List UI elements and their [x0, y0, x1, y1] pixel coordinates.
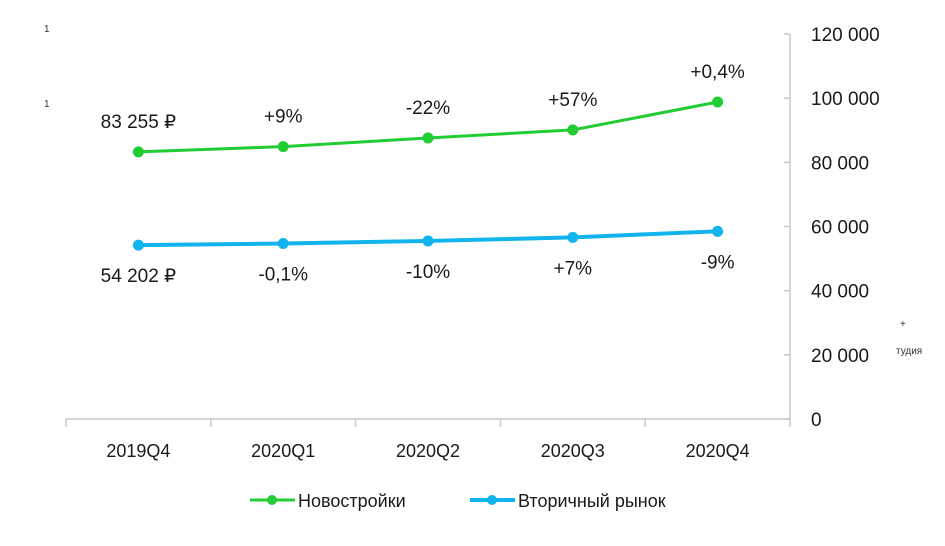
- data-point-marker: [422, 235, 434, 247]
- svg-text:1: 1: [44, 99, 50, 110]
- data-point-marker: [277, 141, 289, 153]
- y-tick-label: 40 000: [811, 282, 869, 303]
- data-point-marker: [712, 225, 724, 237]
- svg-text:1: 1: [44, 24, 50, 35]
- data-point-marker: [712, 96, 724, 108]
- legend: Новостройки Вторичный рынок: [250, 491, 666, 511]
- x-axis-categories: 2019Q4 2020Q1 2020Q2 2020Q3 2020Q4: [106, 441, 749, 461]
- data-point-marker: [567, 231, 579, 243]
- axes: [65, 34, 791, 427]
- legend-label: Вторичный рынок: [518, 491, 666, 511]
- data-point-marker: [277, 238, 289, 250]
- x-category-label: 2019Q4: [106, 441, 170, 461]
- x-category-label: 2020Q3: [541, 441, 605, 461]
- legend-marker-icon: [267, 495, 277, 505]
- y-tick-label: 0: [811, 410, 822, 431]
- data-labels: 83 255 ₽ +9% -22% +57% +0,4% 54 202 ₽ -0,1% -10…: [101, 62, 745, 287]
- y-tick-label: 120 000: [811, 25, 880, 46]
- data-label: +7%: [554, 258, 593, 279]
- y-tick-label: 100 000: [811, 89, 880, 110]
- data-label: 83 255 ₽: [101, 112, 176, 133]
- svg-text:тудия: тудия: [896, 346, 922, 357]
- data-label: +9%: [264, 107, 303, 128]
- x-category-label: 2020Q2: [396, 441, 460, 461]
- series-lines: [132, 96, 724, 251]
- x-category-label: 2020Q4: [686, 441, 750, 461]
- y-tick-label: 60 000: [811, 218, 869, 239]
- data-label: +0,4%: [690, 62, 745, 83]
- y-tick-label: 80 000: [811, 153, 869, 174]
- data-point-marker: [132, 239, 144, 251]
- y-tick-label: 20 000: [811, 346, 869, 367]
- data-label: +57%: [548, 90, 597, 111]
- data-point-marker: [422, 132, 434, 144]
- svg-text:+: +: [900, 319, 906, 330]
- legend-marker-icon: [487, 495, 497, 505]
- data-point-marker: [567, 124, 579, 136]
- stray-fragments: 1 1 + тудия: [44, 24, 922, 357]
- x-category-label: 2020Q1: [251, 441, 315, 461]
- legend-label: Новостройки: [298, 491, 406, 511]
- data-label: -22%: [406, 98, 450, 119]
- data-label: -10%: [406, 262, 450, 283]
- data-label: -0,1%: [258, 265, 308, 286]
- data-label: 54 202 ₽: [101, 266, 176, 287]
- data-point-marker: [132, 146, 144, 158]
- y-axis-ticks: 0 20 000 40 000 60 000 80 000 100 000 120 000: [784, 25, 880, 431]
- data-label: -9%: [701, 252, 735, 273]
